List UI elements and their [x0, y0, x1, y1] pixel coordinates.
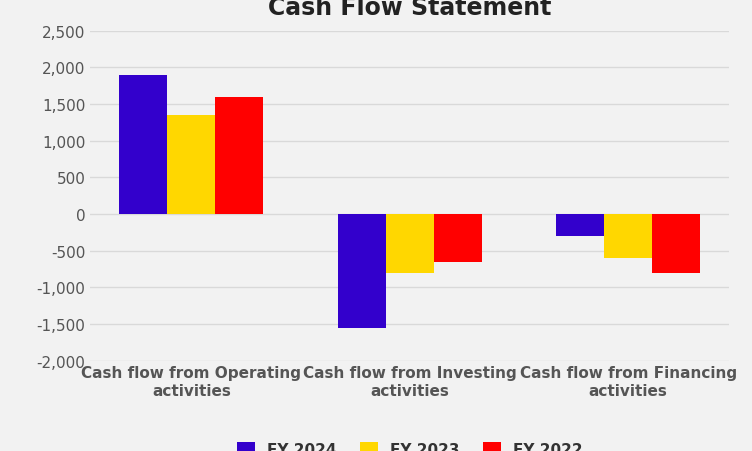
Bar [338, 215, 386, 328]
Bar [120, 75, 168, 215]
Bar [434, 215, 482, 262]
Bar [386, 215, 434, 273]
Bar [168, 116, 215, 215]
Bar [652, 215, 700, 273]
Legend: FY 2024, FY 2023, FY 2022: FY 2024, FY 2023, FY 2022 [229, 434, 590, 451]
Bar [215, 97, 263, 215]
Bar [605, 215, 652, 258]
Bar [556, 215, 605, 236]
Title: Cash Flow Statement: Cash Flow Statement [268, 0, 551, 20]
